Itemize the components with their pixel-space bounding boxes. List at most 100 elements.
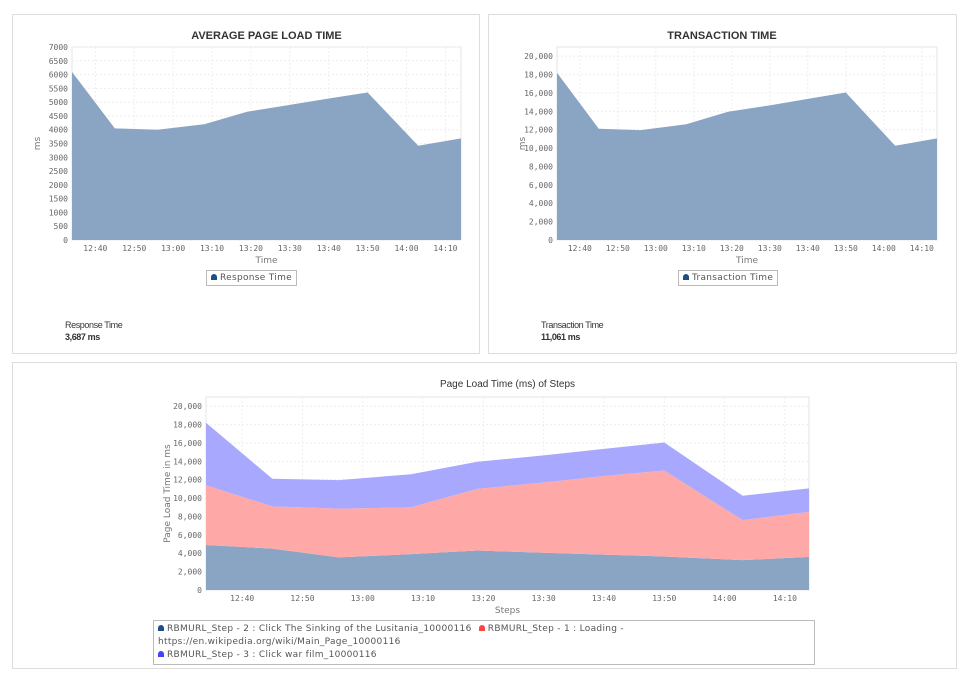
legend-swatch-icon — [683, 274, 689, 280]
x-tick-label: 14:10 — [773, 594, 797, 603]
y-tick-label: 10,000 — [173, 494, 202, 503]
x-tick-label: 14:00 — [394, 244, 418, 253]
y-tick-label: 2,000 — [529, 218, 553, 227]
chart-title: AVERAGE PAGE LOAD TIME — [191, 30, 342, 42]
legend-label: RBMURL_Step - 2 : Click The Sinking of t… — [167, 624, 472, 634]
legend-swatch-icon — [158, 651, 164, 657]
y-tick-label: 12,000 — [173, 476, 202, 485]
y-tick-label: 1000 — [49, 208, 68, 217]
legend-label: RBMURL_Step - 1 : Loading - https://en.w… — [158, 624, 624, 647]
y-tick-label: 14,000 — [173, 457, 202, 466]
y-tick-label: 0 — [197, 586, 202, 595]
y-tick-label: 6000 — [49, 71, 68, 80]
y-tick-label: 16,000 — [524, 89, 553, 98]
x-tick-label: 13:40 — [317, 244, 341, 253]
legend-swatch-icon — [211, 274, 217, 280]
y-tick-label: 2000 — [49, 181, 68, 190]
x-tick-label: 14:00 — [713, 594, 737, 603]
x-axis-label: Time — [735, 256, 758, 266]
x-tick-label: 13:20 — [239, 244, 263, 253]
x-tick-label: 12:40 — [568, 244, 592, 253]
x-tick-label: 13:40 — [796, 244, 820, 253]
y-tick-label: 500 — [54, 222, 69, 231]
y-tick-label: 4000 — [49, 126, 68, 135]
response-time-summary: Response Time 3,687 ms — [65, 320, 123, 342]
chart-title: Page Load Time (ms) of Steps — [439, 379, 576, 390]
legend: RBMURL_Step - 2 : Click The Sinking of t… — [153, 620, 815, 665]
x-tick-label: 13:00 — [644, 244, 668, 253]
y-tick-label: 18,000 — [524, 71, 553, 80]
transaction-time-summary: Transaction Time 11,061 ms — [541, 320, 604, 342]
summary-value: 3,687 ms — [65, 332, 100, 342]
x-tick-label: 12:50 — [290, 594, 314, 603]
y-tick-label: 4500 — [49, 112, 68, 121]
y-tick-label: 6500 — [49, 57, 68, 66]
y-axis-label: ms — [518, 136, 528, 150]
y-tick-label: 5000 — [49, 98, 68, 107]
area-series-3 — [206, 422, 809, 521]
y-tick-label: 0 — [63, 236, 68, 245]
y-tick-label: 6,000 — [178, 531, 202, 540]
x-tick-label: 12:50 — [122, 244, 146, 253]
x-tick-label: 13:50 — [834, 244, 858, 253]
x-tick-label: 13:50 — [652, 594, 676, 603]
x-tick-label: 13:20 — [471, 594, 495, 603]
y-tick-label: 4,000 — [178, 549, 202, 558]
x-tick-label: 13:00 — [351, 594, 375, 603]
x-tick-label: 13:40 — [592, 594, 616, 603]
x-tick-label: 14:10 — [433, 244, 457, 253]
y-tick-label: 3500 — [49, 140, 68, 149]
y-tick-label: 2500 — [49, 167, 68, 176]
x-tick-label: 13:30 — [532, 594, 556, 603]
y-tick-label: 0 — [548, 236, 553, 245]
x-tick-label: 14:10 — [910, 244, 934, 253]
legend-label: Transaction Time — [692, 273, 774, 283]
y-tick-label: 20,000 — [173, 402, 202, 411]
x-tick-label: 13:30 — [278, 244, 302, 253]
y-tick-label: 2,000 — [178, 568, 202, 577]
x-tick-label: 14:00 — [872, 244, 896, 253]
x-axis-label: Steps — [495, 606, 520, 616]
x-axis-label: Time — [254, 256, 277, 266]
chart-title: TRANSACTION TIME — [667, 30, 777, 42]
y-tick-label: 14,000 — [524, 107, 553, 116]
x-tick-label: 13:10 — [411, 594, 435, 603]
y-tick-label: 3000 — [49, 153, 68, 162]
area-series-1 — [557, 72, 937, 240]
x-tick-label: 12:50 — [606, 244, 630, 253]
y-tick-label: 5500 — [49, 84, 68, 93]
x-tick-label: 13:30 — [758, 244, 782, 253]
y-tick-label: 7000 — [49, 43, 68, 52]
legend: Response Time — [206, 270, 298, 286]
x-tick-label: 13:20 — [720, 244, 744, 253]
y-tick-label: 8,000 — [178, 512, 202, 521]
summary-label: Response Time — [65, 320, 123, 330]
y-tick-label: 12,000 — [524, 126, 553, 135]
y-axis-label: ms — [33, 136, 43, 150]
y-tick-label: 18,000 — [173, 421, 202, 430]
x-tick-label: 13:00 — [161, 244, 185, 253]
y-tick-label: 16,000 — [173, 439, 202, 448]
legend-label: Response Time — [220, 273, 293, 283]
y-tick-label: 20,000 — [524, 52, 553, 61]
y-tick-label: 10,000 — [524, 144, 553, 153]
y-tick-label: 4,000 — [529, 199, 553, 208]
area-series-2 — [206, 470, 809, 561]
x-tick-label: 12:40 — [83, 244, 107, 253]
area-series-1 — [72, 71, 461, 240]
legend: Transaction Time — [678, 270, 779, 286]
legend-label: RBMURL_Step - 3 : Click war film_1000011… — [167, 650, 377, 660]
x-tick-label: 12:40 — [230, 594, 254, 603]
legend-swatch-icon — [158, 625, 164, 631]
y-tick-label: 1500 — [49, 195, 68, 204]
summary-label: Transaction Time — [541, 320, 604, 330]
legend-swatch-icon — [478, 625, 485, 631]
y-axis-label: Page Load Time in ms — [163, 444, 173, 543]
summary-value: 11,061 ms — [541, 332, 580, 342]
x-tick-label: 13:50 — [356, 244, 380, 253]
area-series-1 — [206, 544, 809, 590]
y-tick-label: 6,000 — [529, 181, 553, 190]
y-tick-label: 8,000 — [529, 162, 553, 171]
x-tick-label: 13:10 — [682, 244, 706, 253]
